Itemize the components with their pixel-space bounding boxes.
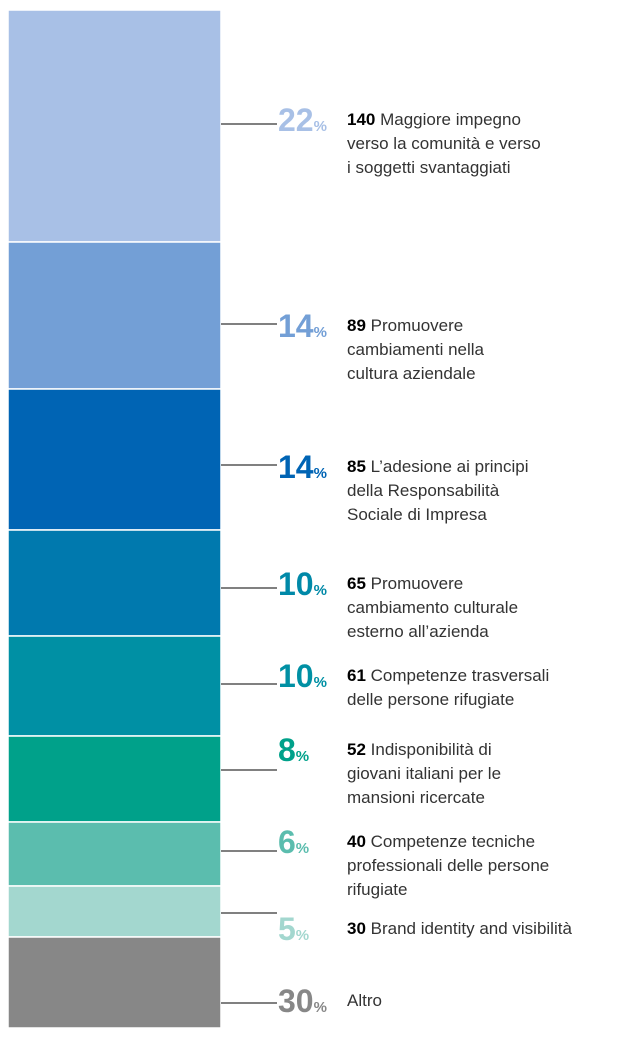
percent-value-8: 5: [278, 911, 296, 947]
bar-segment-1: [7, 9, 222, 243]
percent-label-2: 14%: [278, 308, 327, 344]
description-text-3-2: della Responsabilità: [347, 481, 500, 500]
description-text-3-3: Sociale di Impresa: [347, 505, 487, 524]
description-text-6-2: giovani italiani per le: [347, 764, 501, 783]
label-line-2-2: cambiamenti nella: [347, 340, 485, 359]
percent-label-5: 10%: [278, 658, 327, 694]
bar-segment-8: [7, 885, 222, 938]
label-line-3-2: della Responsabilità: [347, 481, 500, 500]
label-line-9-1: Altro: [347, 991, 382, 1010]
percent-sign-1: %: [314, 118, 327, 135]
percent-label-4: 10%: [278, 566, 327, 602]
percent-sign-5: %: [314, 674, 327, 691]
count-value-6: 52: [347, 740, 371, 759]
label-line-2-3: cultura aziendale: [347, 364, 476, 383]
label-line-4-1: 65 Promuovere: [347, 574, 463, 593]
description-text-5-1: Competenze trasversali: [371, 666, 550, 685]
percent-label-9: 30%: [278, 983, 327, 1019]
percent-label-7: 6%: [278, 824, 309, 860]
count-value-3: 85: [347, 457, 371, 476]
percent-sign-2: %: [314, 324, 327, 341]
label-line-6-1: 52 Indisponibilità di: [347, 740, 492, 759]
percent-label-6: 8%: [278, 732, 309, 768]
label-line-4-3: esterno all’azienda: [347, 622, 489, 641]
bar-segment-7: [7, 821, 222, 887]
label-line-1-1: 140 Maggiore impegno: [347, 110, 521, 129]
description-text-1-1: Maggiore impegno: [380, 110, 521, 129]
bar-segment-2: [7, 241, 222, 390]
description-text-4-2: cambiamento culturale: [347, 598, 518, 617]
description-text-8-1: Brand identity and visibilità: [371, 919, 573, 938]
percent-value-1: 22: [278, 102, 314, 138]
label-line-8-1: 30 Brand identity and visibilità: [347, 919, 572, 938]
label-line-2-1: 89 Promuovere: [347, 316, 463, 335]
label-line-1-3: i soggetti svantaggiati: [347, 158, 511, 177]
percent-sign-8: %: [296, 927, 309, 944]
bar-segment-3: [7, 388, 222, 531]
description-text-4-3: esterno all’azienda: [347, 622, 489, 641]
percent-value-3: 14: [278, 449, 314, 485]
percent-sign-7: %: [296, 840, 309, 857]
label-line-6-3: mansioni ricercate: [347, 788, 485, 807]
description-text-6-3: mansioni ricercate: [347, 788, 485, 807]
percent-label-8: 5%: [278, 911, 309, 947]
bar-segment-6: [7, 735, 222, 823]
description-text-5-2: delle persone rifugiate: [347, 690, 514, 709]
count-value-8: 30: [347, 919, 371, 938]
description-text-7-1: Competenze tecniche: [371, 832, 535, 851]
count-value-1: 140: [347, 110, 380, 129]
label-line-6-2: giovani italiani per le: [347, 764, 501, 783]
bar-segment-9: [7, 936, 222, 1029]
label-line-7-2: professionali delle persone: [347, 856, 549, 875]
description-text-2-3: cultura aziendale: [347, 364, 476, 383]
description-text-7-2: professionali delle persone: [347, 856, 549, 875]
label-line-3-3: Sociale di Impresa: [347, 505, 487, 524]
label-line-7-1: 40 Competenze tecniche: [347, 832, 535, 851]
label-line-1-2: verso la comunità e verso: [347, 134, 541, 153]
label-line-5-2: delle persone rifugiate: [347, 690, 514, 709]
label-line-3-1: 85 L’adesione ai principi: [347, 457, 528, 476]
description-text-2-2: cambiamenti nella: [347, 340, 485, 359]
count-value-7: 40: [347, 832, 371, 851]
description-text-2-1: Promuovere: [371, 316, 464, 335]
description-text-6-1: Indisponibilità di: [371, 740, 492, 759]
description-text-7-3: rifugiate: [347, 880, 407, 899]
label-line-5-1: 61 Competenze trasversali: [347, 666, 549, 685]
description-text-3-1: L’adesione ai principi: [371, 457, 529, 476]
percent-sign-9: %: [314, 999, 327, 1016]
percent-value-6: 8: [278, 732, 296, 768]
count-value-4: 65: [347, 574, 371, 593]
percent-value-2: 14: [278, 308, 314, 344]
description-text-9-1: Altro: [347, 991, 382, 1010]
percent-value-9: 30: [278, 983, 314, 1019]
percent-label-1: 22%: [278, 102, 327, 138]
count-value-5: 61: [347, 666, 371, 685]
description-text-1-2: verso la comunità e verso: [347, 134, 541, 153]
percent-value-7: 6: [278, 824, 296, 860]
count-value-2: 89: [347, 316, 371, 335]
percent-sign-6: %: [296, 748, 309, 765]
percent-label-3: 14%: [278, 449, 327, 485]
bar-segment-5: [7, 635, 222, 737]
description-text-4-1: Promuovere: [371, 574, 464, 593]
percent-value-5: 10: [278, 658, 314, 694]
label-line-4-2: cambiamento culturale: [347, 598, 518, 617]
percent-sign-3: %: [314, 465, 327, 482]
percent-value-4: 10: [278, 566, 314, 602]
description-text-1-3: i soggetti svantaggiati: [347, 158, 511, 177]
percent-sign-4: %: [314, 582, 327, 599]
bar-segment-4: [7, 529, 222, 637]
label-line-7-3: rifugiate: [347, 880, 407, 899]
